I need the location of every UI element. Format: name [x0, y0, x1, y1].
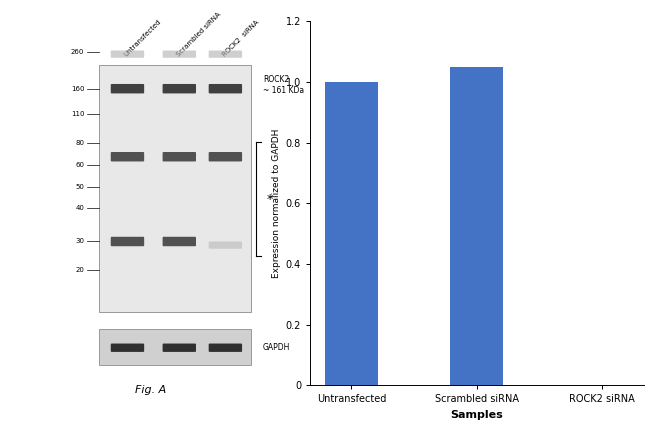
- Bar: [99, 65, 252, 312]
- Text: ROCK2  siRNA: ROCK2 siRNA: [221, 19, 260, 58]
- Text: 260: 260: [71, 49, 84, 55]
- FancyBboxPatch shape: [209, 51, 242, 58]
- Bar: [99, 329, 252, 365]
- Text: Fig. A: Fig. A: [135, 385, 166, 395]
- Bar: [450, 67, 503, 385]
- X-axis label: Samples: Samples: [450, 410, 503, 420]
- FancyBboxPatch shape: [162, 51, 196, 58]
- Text: 50: 50: [75, 184, 84, 190]
- FancyBboxPatch shape: [162, 152, 196, 161]
- Text: 20: 20: [75, 267, 84, 273]
- Text: 80: 80: [75, 140, 84, 146]
- Text: *: *: [267, 193, 274, 205]
- FancyBboxPatch shape: [162, 237, 196, 246]
- FancyBboxPatch shape: [111, 51, 144, 58]
- FancyBboxPatch shape: [209, 241, 242, 249]
- Text: 40: 40: [75, 205, 84, 211]
- Text: GAPDH: GAPDH: [263, 343, 290, 352]
- Text: 60: 60: [75, 162, 84, 168]
- FancyBboxPatch shape: [111, 237, 144, 246]
- FancyBboxPatch shape: [209, 84, 242, 93]
- Text: ROCK2
~ 161 KDa: ROCK2 ~ 161 KDa: [263, 75, 304, 95]
- FancyBboxPatch shape: [111, 152, 144, 161]
- Y-axis label: Expression normalized to GAPDH: Expression normalized to GAPDH: [272, 128, 281, 278]
- FancyBboxPatch shape: [162, 84, 196, 93]
- Text: Scrambled siRNA: Scrambled siRNA: [175, 11, 222, 58]
- Text: Untransfected: Untransfected: [124, 18, 162, 58]
- Bar: [325, 82, 378, 385]
- Text: 160: 160: [71, 86, 84, 92]
- FancyBboxPatch shape: [162, 344, 196, 352]
- FancyBboxPatch shape: [209, 152, 242, 161]
- FancyBboxPatch shape: [111, 84, 144, 93]
- Text: 110: 110: [71, 111, 84, 117]
- Text: 30: 30: [75, 238, 84, 244]
- FancyBboxPatch shape: [111, 344, 144, 352]
- FancyBboxPatch shape: [209, 344, 242, 352]
